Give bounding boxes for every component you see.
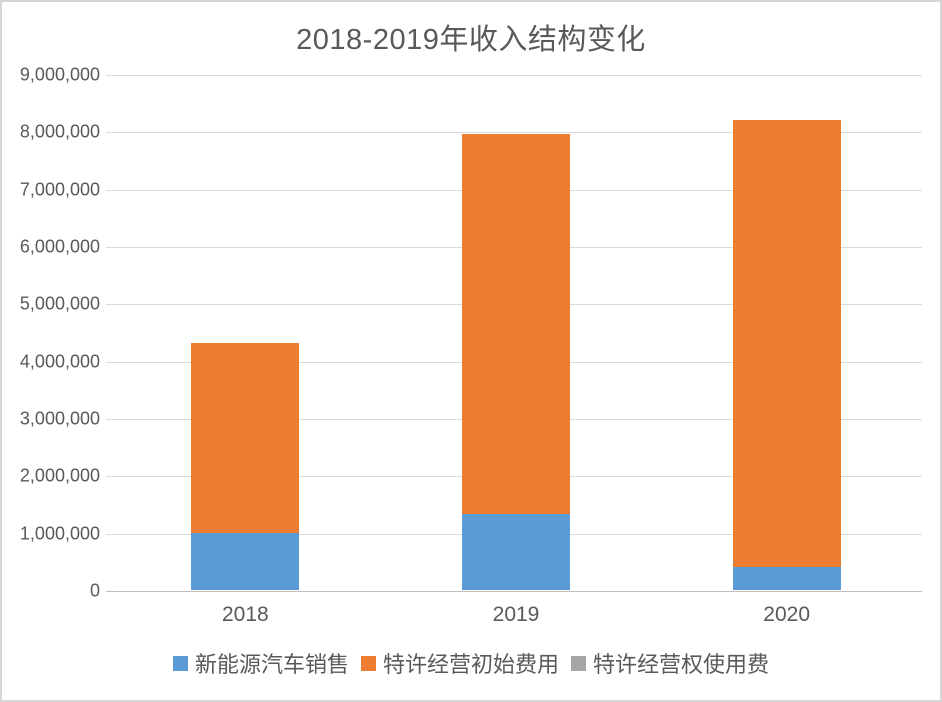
legend-item[interactable]: 特许经营权使用费	[571, 647, 769, 679]
legend-item[interactable]: 特许经营初始费用	[360, 647, 559, 679]
bar-segment-series-0-2019[interactable]	[462, 513, 570, 590]
bar-group-2019	[462, 134, 570, 590]
x-axis-label: 2019	[492, 603, 540, 626]
legend-swatch-icon	[571, 655, 586, 671]
y-axis-tick-label: 6,000,000	[19, 236, 100, 257]
gridline	[106, 75, 922, 76]
bar-group-2018	[191, 343, 300, 590]
y-axis-tick-label: 4,000,000	[19, 351, 100, 372]
y-axis-tick-label: 8,000,000	[19, 121, 100, 142]
bar-group-2020	[732, 119, 841, 590]
legend-label: 特许经营权使用费	[593, 652, 770, 677]
y-axis-tick-label: 3,000,000	[19, 408, 100, 429]
y-axis-tick-label: 5,000,000	[19, 293, 100, 314]
y-axis-tick-label: 9,000,000	[19, 64, 100, 85]
bar-segment-series-1-2018[interactable]	[191, 343, 300, 533]
x-axis-label: 2018	[221, 603, 269, 626]
legend-swatch-icon	[360, 655, 376, 671]
legend-label: 新能源汽车销售	[194, 652, 349, 677]
legend-item[interactable]: 新能源汽车销售	[172, 647, 349, 679]
x-axis-label: 2020	[763, 603, 811, 626]
y-axis-tick-label: 2,000,000	[19, 465, 100, 486]
bar-segment-series-1-2020[interactable]	[732, 119, 841, 568]
y-axis-tick-label: 0	[89, 580, 100, 601]
legend-swatch-icon	[172, 655, 188, 671]
x-axis-line	[106, 591, 922, 592]
bar-segment-series-1-2019[interactable]	[462, 134, 570, 514]
chart-title: 2018-2019年收入结构变化	[296, 24, 646, 56]
legend: 新能源汽车销售 特许经营初始费用 特许经营权使用费	[2, 647, 940, 679]
plot-area	[106, 75, 922, 592]
legend-label: 特许经营初始费用	[382, 652, 559, 677]
gridline	[106, 132, 922, 134]
x-axis: 2018 2019 2020	[110, 603, 922, 633]
bar-segment-series-0-2018[interactable]	[191, 532, 300, 590]
bar-segment-series-0-2020[interactable]	[732, 567, 841, 590]
y-axis-tick-label: 1,000,000	[19, 523, 100, 544]
y-axis: 9,000,000 8,000,000 7,000,000 6,000,000 5,00…	[2, 2, 102, 700]
y-axis-tick-label: 7,000,000	[19, 179, 100, 200]
